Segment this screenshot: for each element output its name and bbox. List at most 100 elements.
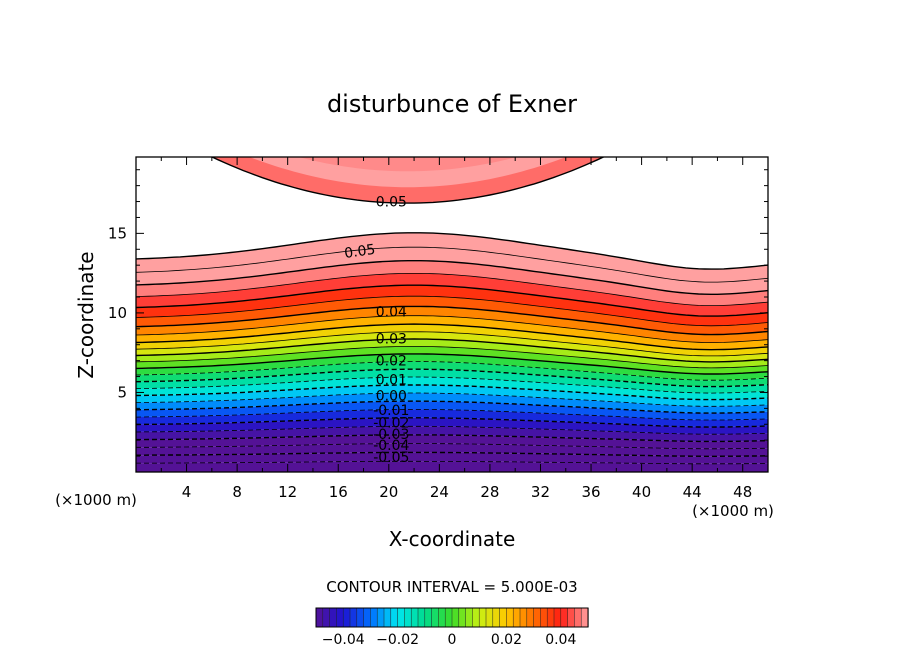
colorbar-swatch <box>390 607 399 628</box>
contour-line <box>136 284 768 317</box>
contour-lines <box>136 157 768 465</box>
x-unit-right: (×1000 m) <box>692 502 774 520</box>
contour-band <box>136 443 768 457</box>
colorbar-swatch <box>574 607 582 628</box>
contour-band <box>136 247 768 295</box>
colorbar-swatch <box>465 607 474 628</box>
colorbar-swatch <box>553 607 562 628</box>
contour-line <box>136 376 768 394</box>
colorbar-swatch <box>472 607 480 628</box>
x-tick-label: 4 <box>182 483 192 501</box>
contour-line <box>136 392 768 407</box>
contour-label: 0.05 <box>343 242 376 262</box>
contour-band <box>136 385 768 407</box>
x-tick-label: 44 <box>683 483 702 501</box>
contour-band <box>136 461 768 472</box>
colorbar-swatch <box>322 607 331 628</box>
contour-line <box>136 232 768 270</box>
colorbar-frame <box>315 607 589 628</box>
contour-label: 0.05 <box>376 195 407 211</box>
contour-line <box>136 368 768 388</box>
colorbar-swatch <box>478 607 487 628</box>
contour-line <box>136 384 768 401</box>
contour-band <box>136 361 768 387</box>
contour-label: 0.01 <box>376 373 407 389</box>
x-tick-label: 20 <box>379 483 398 501</box>
contour-band <box>136 409 768 428</box>
colorbar-swatch <box>315 607 324 628</box>
colorbar-swatch <box>383 607 392 628</box>
y-tick-label: 10 <box>108 304 127 322</box>
colorbar-swatch <box>376 607 385 628</box>
colorbar-swatch <box>424 607 433 628</box>
x-unit-left: (×1000 m) <box>55 491 137 509</box>
contour-band <box>136 434 768 449</box>
contour-line <box>136 443 768 450</box>
contour-line <box>136 361 768 381</box>
contour-line <box>136 425 768 435</box>
colorbar-swatch <box>356 607 365 628</box>
colorbar-swatch <box>431 607 440 628</box>
x-tick-label: 8 <box>232 483 242 501</box>
colorbar-swatch <box>526 607 535 628</box>
contour-line <box>136 305 768 336</box>
contour-label: 0.02 <box>376 354 407 370</box>
colorbar-swatch <box>451 607 460 628</box>
contour-line <box>136 295 768 327</box>
y-tick-label: 5 <box>117 383 127 401</box>
contour-interval-text: CONTOUR INTERVAL = 5.000E-03 <box>326 578 577 596</box>
x-tick-labels: 4 8 12 16 20 24 28 32 36 40 44 48 <box>182 483 752 501</box>
contour-label: 0.03 <box>376 331 407 347</box>
contour-band <box>136 324 768 356</box>
contour-band <box>136 232 768 283</box>
contour-labels: 0.050.050.040.030.020.010.00-0.01-0.02-0… <box>343 195 409 466</box>
colorbar-tick-label: −0.02 <box>376 632 419 648</box>
contour-label: 0.04 <box>376 304 407 320</box>
colorbar-swatch <box>533 607 542 628</box>
colorbar-swatch <box>370 607 378 628</box>
contour-band-top <box>298 157 517 172</box>
colorbar-swatch <box>342 607 351 628</box>
contour-line <box>136 417 768 428</box>
x-tick-label: 24 <box>430 483 449 501</box>
x-tick-label: 12 <box>278 483 297 501</box>
colorbar-swatch <box>512 607 521 628</box>
x-tick-label: 48 <box>733 483 752 501</box>
contour-line <box>136 273 768 306</box>
colorbar-swatch <box>546 607 555 628</box>
y-axis-label: Z-coordinate <box>74 251 98 378</box>
colorbar <box>315 607 589 628</box>
colorbar-swatch <box>492 607 501 628</box>
colorbar-swatch <box>444 607 453 628</box>
contour-line <box>136 338 768 363</box>
colorbar-swatch <box>410 607 419 628</box>
colorbar-swatch <box>458 607 467 628</box>
x-tick-label: 16 <box>329 483 348 501</box>
colorbar-swatch <box>336 607 344 628</box>
contour-line <box>136 346 768 369</box>
contour-band <box>136 401 768 420</box>
contour-label: 0.00 <box>376 389 407 405</box>
colorbar-swatch <box>499 607 508 628</box>
contour-label: -0.01 <box>373 403 409 419</box>
contour-band <box>136 331 768 362</box>
colorbar-swatch <box>438 607 446 628</box>
colorbar-tick-labels: −0.04 −0.02 0 0.02 0.04 <box>322 632 577 648</box>
contour-line <box>136 323 768 351</box>
y-tick-label: 15 <box>108 224 127 242</box>
contour-line <box>136 260 768 295</box>
contour-label: -0.04 <box>373 438 409 454</box>
x-tick-label: 40 <box>632 483 651 501</box>
colorbar-swatch <box>540 607 548 628</box>
colorbar-swatch <box>519 607 528 628</box>
colorbar-tick-label: 0.02 <box>491 632 522 648</box>
plot-frame <box>135 156 769 473</box>
contour-label: -0.05 <box>373 450 409 466</box>
colorbar-swatch <box>560 607 569 628</box>
contour-band <box>136 273 768 317</box>
plot-area: 0.050.050.040.030.020.010.00-0.01-0.02-0… <box>135 156 769 473</box>
contour-line <box>136 434 768 443</box>
colorbar-swatch <box>363 607 372 628</box>
contour-line <box>210 157 606 204</box>
